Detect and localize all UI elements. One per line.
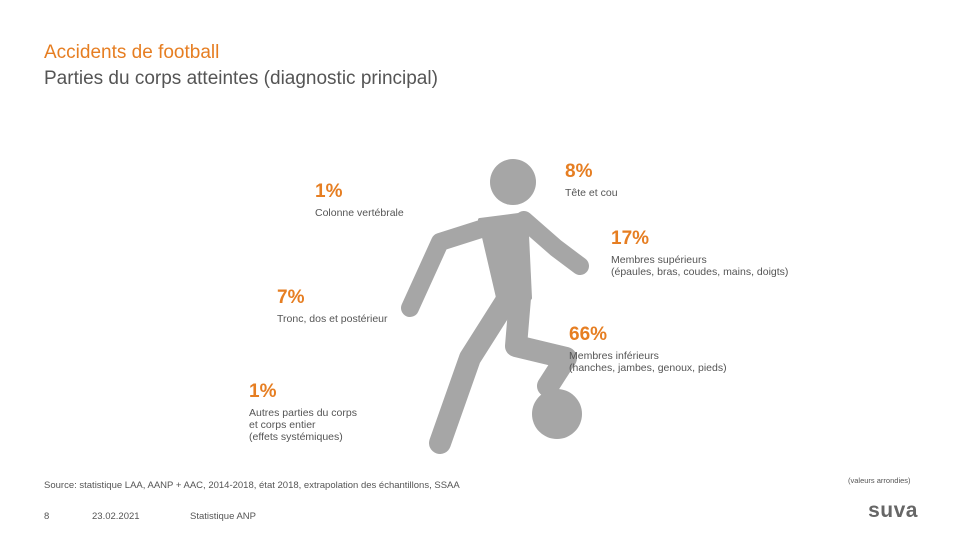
player-head [490,159,536,205]
stat-other-percent: 1% [249,381,277,402]
stat-head-percent: 8% [565,161,593,182]
player-leg-back [429,287,519,454]
source-note: Source: statistique LAA, AANP + AAC, 201… [44,480,460,491]
stat-head: 8% Tête et cou [565,161,618,199]
stat-trunk: 7% Tronc, dos et postérieur [277,287,388,325]
suva-logo: suva [868,499,918,522]
stat-other-label: Autres parties du corps et corps entier … [249,407,357,443]
stat-trunk-percent: 7% [277,287,305,308]
player-leg-front [505,287,577,397]
stat-upper-percent: 17% [611,228,650,249]
stat-other: 1% Autres parties du corps et corps enti… [249,381,357,443]
footer-label: Statistique ANP [190,511,257,522]
stat-lower-label: Membres inférieurs (hanches, jambes, gen… [569,350,727,374]
stat-upper-label: Membres supérieurs (épaules, bras, coude… [611,254,789,278]
footer-date: 23.02.2021 [92,511,140,522]
title-line-1: Accidents de football [44,42,220,63]
player-arm-back [401,219,493,317]
stat-lower-limbs: 66% Membres inférieurs (hanches, jambes,… [569,324,727,374]
page-number: 8 [44,511,50,522]
stat-trunk-label: Tronc, dos et postérieur [277,313,388,325]
stat-lower-percent: 66% [569,324,608,345]
rounded-values-note: (valeurs arrondies) [848,476,911,485]
football-ball [532,389,582,439]
stat-head-label: Tête et cou [565,187,618,199]
stat-spine-label: Colonne vertébrale [315,207,404,219]
stat-spine-percent: 1% [315,181,343,202]
stat-upper-limbs: 17% Membres supérieurs (épaules, bras, c… [611,228,788,278]
player-arm-front [515,211,589,275]
football-player-figure [401,159,589,454]
slide-title: Accidents de football Parties du corps a… [44,40,438,92]
title-line-2: Parties du corps atteintes (diagnostic p… [44,68,438,89]
stat-spine: 1% Colonne vertébrale [315,181,404,219]
